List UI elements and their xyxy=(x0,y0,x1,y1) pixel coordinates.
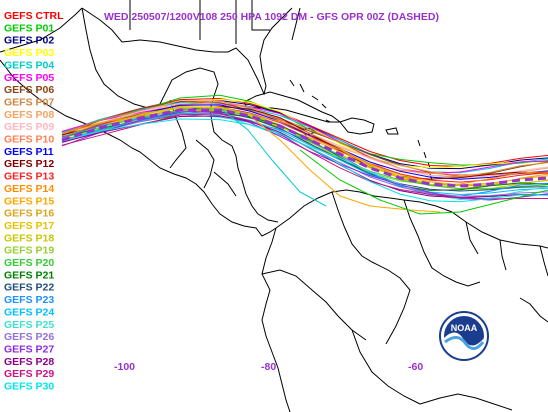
hispaniola xyxy=(339,117,375,135)
contour-member xyxy=(61,110,548,201)
mexico-gulf-coast xyxy=(81,7,219,123)
legend-item: GEFS P25 xyxy=(4,319,54,331)
contour-outlier xyxy=(219,107,327,207)
amazon-mouth xyxy=(519,297,548,323)
contour-lines xyxy=(61,94,548,215)
border-ecuador-peru xyxy=(261,269,367,341)
legend-item: GEFS P06 xyxy=(4,84,54,96)
legend-item: GEFS P22 xyxy=(4,282,54,294)
mexico-pacific-coast xyxy=(0,59,141,153)
border-nicaragua xyxy=(213,171,237,197)
legend-item: GEFS P10 xyxy=(4,134,54,146)
legend-item: GEFS P30 xyxy=(4,381,54,393)
bahamas xyxy=(289,79,331,123)
contour-member xyxy=(61,113,548,200)
legend-item: GEFS P18 xyxy=(4,232,54,244)
border-colombia-venezuela xyxy=(331,191,411,345)
contour-member xyxy=(61,113,548,197)
us-southeast-coast xyxy=(291,7,301,41)
legend-item: GEFS P05 xyxy=(4,72,54,84)
legend-item: GEFS P15 xyxy=(4,195,54,207)
central-america-caribbean xyxy=(211,121,279,223)
border-brazil-peru xyxy=(351,329,421,405)
legend-item: GEFS P16 xyxy=(4,208,54,220)
map-title: WED 250507/1200V108 250 HPA 1092 DM - GF… xyxy=(104,11,439,23)
legend-item: GEFS P17 xyxy=(4,220,54,232)
legend-item: GEFS CTRL xyxy=(4,10,64,22)
puerto-rico xyxy=(385,127,399,135)
legend-item: GEFS P11 xyxy=(4,146,54,158)
legend-item: GEFS P03 xyxy=(4,47,54,59)
contour-member xyxy=(61,118,548,203)
x-label-100: -100 xyxy=(114,361,135,373)
legend-item: GEFS P21 xyxy=(4,269,54,281)
border-guianas xyxy=(465,221,507,271)
legend-item: GEFS P20 xyxy=(4,257,54,269)
gfs-opr-dashed-contour xyxy=(61,108,548,188)
contour-member xyxy=(61,102,548,179)
legend-item: GEFS P09 xyxy=(4,121,54,133)
legend-item: GEFS P13 xyxy=(4,171,54,183)
border-venezuela-guyana xyxy=(403,199,481,287)
legend-item: GEFS P12 xyxy=(4,158,54,170)
border-brazil-bolivia xyxy=(419,393,513,411)
border-honduras xyxy=(195,139,215,189)
legend-item: GEFS P14 xyxy=(4,183,54,195)
border-us-states xyxy=(129,0,270,44)
us-gulf-coast xyxy=(81,7,293,96)
legend-item: GEFS P07 xyxy=(4,96,54,108)
legend-item: GEFS P08 xyxy=(4,109,54,121)
central-america-coast xyxy=(139,151,277,237)
legend-item: GEFS P28 xyxy=(4,356,54,368)
legend-item: GEFS P02 xyxy=(4,35,54,47)
noaa-logo: NOAA xyxy=(439,311,489,361)
contour-member xyxy=(61,110,548,186)
legend-item: GEFS P04 xyxy=(4,59,54,71)
x-label-60: -60 xyxy=(408,361,423,373)
contour-outlier xyxy=(299,149,548,215)
legend-item: GEFS P19 xyxy=(4,245,54,257)
brazil-east-coast xyxy=(539,245,548,277)
x-label-80: -80 xyxy=(261,361,276,373)
legend-item: GEFS P01 xyxy=(4,22,54,34)
legend-item: GEFS P23 xyxy=(4,294,54,306)
legend-item: GEFS P26 xyxy=(4,331,54,343)
legend-item: GEFS P24 xyxy=(4,306,54,318)
south-america-west xyxy=(261,227,291,412)
lesser-antilles xyxy=(417,139,433,181)
noaa-logo-text: NOAA xyxy=(451,323,478,333)
legend-item: GEFS P27 xyxy=(4,343,54,355)
x-axis-labels: -100 -80 -60 xyxy=(114,361,423,373)
border-mexico-us xyxy=(0,7,83,53)
legend-item: GEFS P29 xyxy=(4,368,54,380)
